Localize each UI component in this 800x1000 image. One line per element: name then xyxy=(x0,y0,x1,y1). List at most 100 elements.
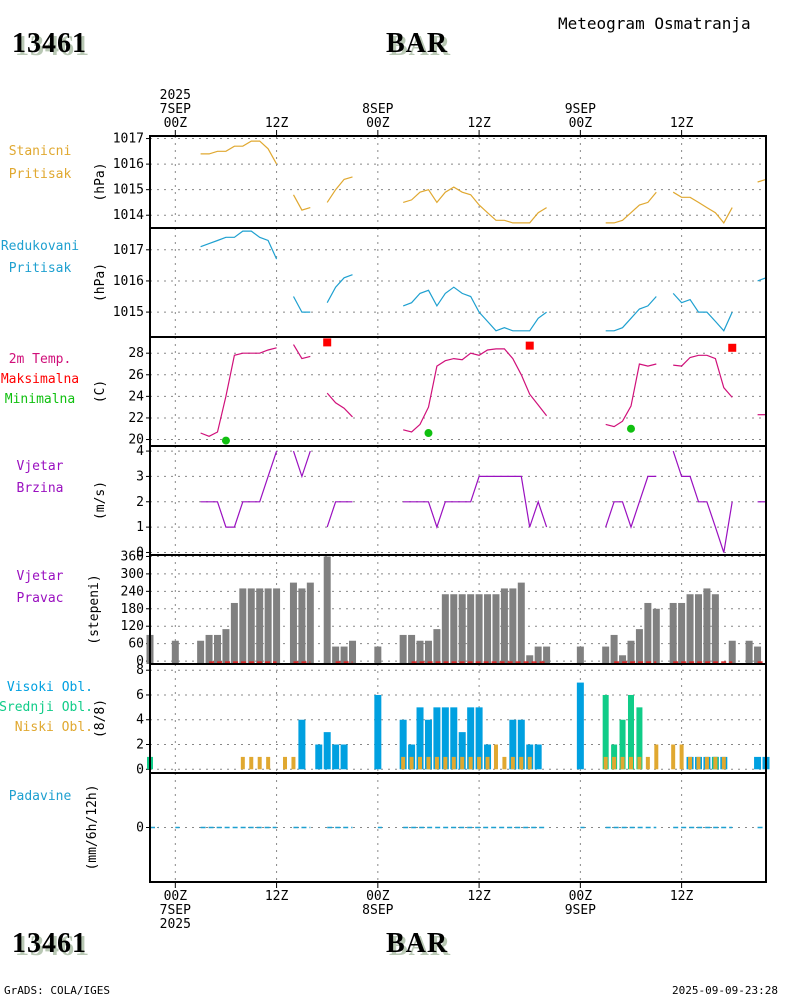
series-line-reduced-pressure xyxy=(402,286,547,332)
bar-wind-direction xyxy=(484,594,492,664)
bar-cloud-cover xyxy=(493,744,498,770)
bottom-time-label: 7SEP xyxy=(160,903,191,918)
bar-cloud-cover xyxy=(519,756,524,770)
bar-cloud-cover xyxy=(603,756,608,770)
bar-cloud-cover xyxy=(517,719,525,770)
bar-cloud-cover xyxy=(688,756,693,770)
y-tick-label: 28 xyxy=(128,346,144,361)
y-tick-label: 4 xyxy=(136,713,144,728)
series-line-reduced-pressure xyxy=(326,274,353,303)
y-tick-label: 3 xyxy=(136,469,144,484)
bar-cloud-cover xyxy=(502,756,507,770)
series-line-reduced-pressure xyxy=(200,230,278,260)
series-line-wind-speed xyxy=(326,501,353,528)
bar-wind-direction xyxy=(576,646,584,664)
y-tick-label: 2 xyxy=(136,738,144,753)
y-tick-label: 60 xyxy=(128,637,144,652)
bar-cloud-cover xyxy=(443,756,448,770)
series-line-temperature xyxy=(403,348,548,433)
bar-wind-direction xyxy=(467,594,475,664)
bar-cloud-cover xyxy=(628,756,633,770)
series-line-reduced-pressure xyxy=(292,296,311,313)
bar-wind-direction xyxy=(669,602,677,664)
top-time-label: 12Z xyxy=(467,116,491,131)
bottom-time-label: 9SEP xyxy=(565,903,596,918)
bar-wind-direction xyxy=(298,588,306,664)
generation-timestamp: 2025-09-09-23:28 xyxy=(672,984,778,997)
series-line-temperature xyxy=(326,392,353,418)
bar-cloud-cover xyxy=(696,756,701,770)
bar-wind-direction xyxy=(441,594,449,664)
top-time-label: 00Z xyxy=(164,116,188,131)
bar-cloud-cover xyxy=(460,756,465,770)
bar-wind-direction xyxy=(703,588,711,664)
y-tick-label: 1014 xyxy=(113,208,144,223)
bar-wind-direction xyxy=(635,629,643,664)
bar-cloud-cover xyxy=(619,719,626,770)
bar-wind-direction xyxy=(619,655,627,664)
bar-wind-direction xyxy=(306,582,314,664)
bar-wind-direction xyxy=(399,634,407,664)
y-tick-label: 360 xyxy=(121,549,144,564)
bar-wind-direction xyxy=(433,629,441,664)
station-name-bottom: BAR xyxy=(386,928,449,959)
y-tick-label: 1015 xyxy=(113,305,144,320)
bar-wind-direction xyxy=(349,640,357,664)
y-axis-label: (8/8) xyxy=(93,699,108,738)
y-tick-label: 0 xyxy=(136,545,144,560)
bar-wind-direction xyxy=(711,594,719,664)
panel-wind-direction: 0 60 120 180 240 300 360 (stepeni) Vjetar Pravac xyxy=(17,549,767,669)
y-axis-label: (hPa) xyxy=(93,162,108,201)
bar-wind-direction xyxy=(678,602,686,664)
bar-wind-direction xyxy=(694,594,702,664)
y-axis-label: (stepeni) xyxy=(87,574,102,644)
bar-wind-direction xyxy=(450,594,458,664)
panel-label: Padavine xyxy=(9,789,72,804)
y-tick-label: 2 xyxy=(136,495,144,510)
top-time-label: 9SEP xyxy=(565,102,596,117)
bar-wind-direction xyxy=(408,634,416,664)
bar-cloud-cover xyxy=(636,707,643,770)
y-tick-label: 8 xyxy=(136,663,144,678)
bar-cloud-cover xyxy=(510,756,515,770)
panel-label: Redukovani xyxy=(1,239,79,254)
bar-cloud-cover xyxy=(249,756,254,770)
bar-wind-direction xyxy=(517,582,525,664)
bottom-time-label: 2025 xyxy=(160,917,191,932)
top-time-label: 00Z xyxy=(366,116,390,131)
bar-cloud-cover xyxy=(426,756,431,770)
station-id-top: 13461 xyxy=(12,28,87,59)
panel-label: Pravac xyxy=(17,591,64,606)
y-tick-label: 24 xyxy=(128,389,144,404)
product-title: Meteogram Osmatranja xyxy=(558,14,751,33)
top-time-label: 12Z xyxy=(670,116,694,131)
series-line-wind-speed xyxy=(292,450,311,479)
y-axis-label: (hPa) xyxy=(93,263,108,302)
series-line-temperature xyxy=(605,363,657,428)
bar-cloud-cover xyxy=(291,756,296,770)
bar-cloud-cover xyxy=(477,756,482,770)
bar-wind-direction xyxy=(745,640,753,664)
bar-cloud-cover xyxy=(509,719,517,770)
bar-cloud-cover xyxy=(416,707,424,770)
bar-cloud-cover xyxy=(637,756,642,770)
station-id-bottom: 13461 xyxy=(12,928,87,959)
bar-cloud-cover xyxy=(450,707,458,770)
bar-cloud-cover xyxy=(679,744,684,770)
bar-cloud-cover xyxy=(409,756,414,770)
bar-wind-direction xyxy=(509,588,517,664)
panel-label: Vjetar xyxy=(17,569,64,584)
panel-label: Srednji Obl. xyxy=(0,700,93,715)
bar-wind-direction xyxy=(171,640,179,664)
bar-cloud-cover xyxy=(441,707,449,770)
bar-wind-direction xyxy=(416,640,424,664)
series-line-wind-speed xyxy=(403,475,548,530)
bar-cloud-cover xyxy=(754,756,762,770)
max-temp-marker xyxy=(323,338,332,347)
panel-label: Pritisak xyxy=(9,261,72,276)
panel-precipitation: 0 (mm/6h/12h) Padavine xyxy=(9,772,767,883)
bar-wind-direction xyxy=(289,582,297,664)
min-temp-marker xyxy=(626,424,635,433)
top-time-label: 00Z xyxy=(569,116,593,131)
